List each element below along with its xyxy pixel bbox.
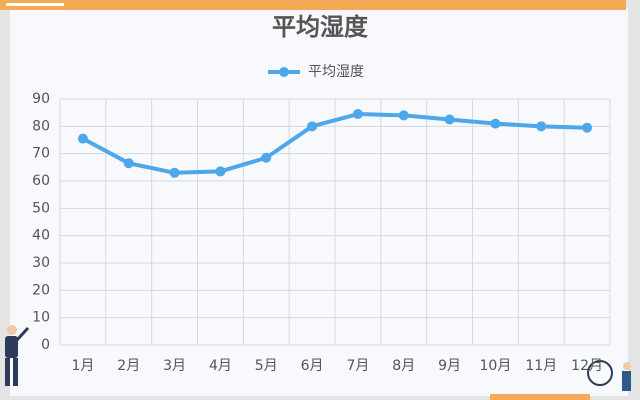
panel (10, 8, 628, 396)
chart-title: 平均湿度 (272, 13, 369, 41)
point (536, 121, 547, 132)
point (444, 114, 455, 125)
y-tick-label: 40 (32, 228, 50, 244)
x-tick-label: 11月 (525, 358, 557, 374)
x-tick-label: 5月 (255, 358, 278, 374)
point (307, 121, 318, 132)
top-bar-accent (6, 3, 64, 6)
point (490, 118, 501, 129)
point (123, 158, 134, 169)
point (398, 110, 409, 121)
bottom-bar (490, 394, 590, 400)
x-tick-label: 7月 (346, 358, 369, 374)
point (352, 109, 363, 120)
y-tick-label: 30 (32, 255, 50, 271)
figure-left (5, 325, 30, 386)
y-tick-label: 70 (32, 146, 50, 162)
y-tick-label: 0 (41, 337, 50, 353)
point (582, 122, 593, 133)
y-tick-label: 10 (32, 310, 50, 326)
x-tick-label: 4月 (209, 358, 232, 374)
x-tick-label: 2月 (117, 358, 140, 374)
y-tick-label: 80 (32, 118, 50, 134)
y-tick-label: 20 (32, 282, 50, 298)
legend-label: 平均湿度 (308, 64, 364, 80)
figure-right (587, 360, 631, 391)
y-tick-label: 90 (32, 91, 50, 107)
point (169, 167, 180, 178)
point (215, 166, 226, 177)
point (261, 152, 272, 163)
y-tick-label: 60 (32, 173, 50, 189)
y-tick-label: 50 (32, 200, 50, 216)
top-bar (0, 0, 626, 10)
legend-marker (279, 67, 289, 77)
x-tick-label: 1月 (71, 358, 94, 374)
line (81, 112, 588, 175)
x-tick-label: 6月 (301, 358, 324, 374)
x-tick-label: 10月 (480, 358, 512, 374)
x-tick-label: 9月 (438, 358, 461, 374)
point (77, 133, 88, 144)
x-tick-label: 12月 (571, 358, 603, 374)
x-tick-label: 3月 (163, 358, 186, 374)
x-tick-label: 8月 (392, 358, 415, 374)
